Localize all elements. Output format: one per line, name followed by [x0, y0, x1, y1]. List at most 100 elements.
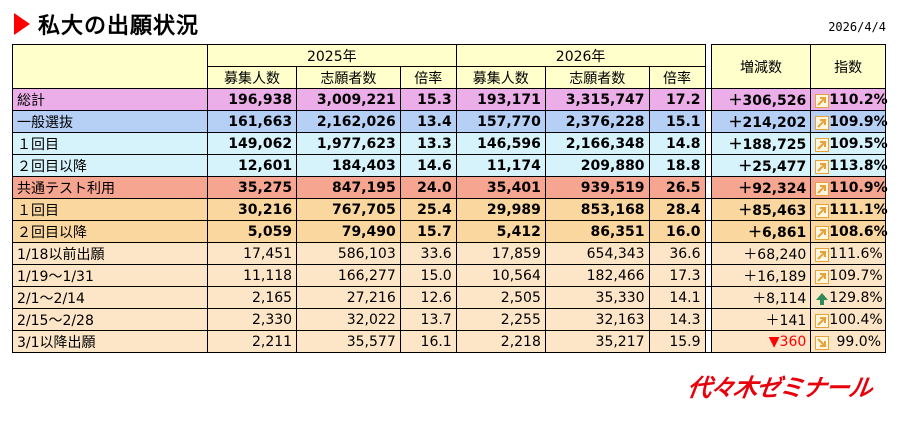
diff-value: ▼360: [710, 330, 812, 353]
value-2026: 11,174: [455, 154, 546, 177]
diff-header: 増減数: [710, 44, 812, 89]
value-2026: 15.1: [648, 110, 706, 133]
title-area: 私大の出願状況: [14, 10, 200, 39]
index-value: 100.4%: [829, 311, 883, 328]
col-applicants-2026: 志願者数: [544, 66, 650, 89]
value-2026: 193,171: [455, 88, 546, 111]
value-2025: 15.0: [399, 264, 457, 287]
value-2026: 26.5: [648, 176, 706, 199]
value-2026: 35,330: [544, 286, 650, 309]
gap-cell: [704, 330, 712, 353]
index-cell: 99.0%: [810, 330, 886, 353]
year-2025-header: 2025年: [206, 44, 457, 67]
value-2026: 35,401: [455, 176, 546, 199]
value-2025: 32,022: [296, 308, 401, 331]
index-cell: 113.8%: [810, 154, 888, 177]
diff-value: ＋188,725: [710, 132, 812, 155]
table-row: ２回目以降 12,601 184,403 14.6 11,174 209,880 18.8 ＋…: [12, 154, 888, 177]
col-capacity-2026: 募集人数: [455, 66, 546, 89]
diff-value: ＋214,202: [710, 110, 812, 133]
index-cell: 108.6%: [810, 220, 888, 243]
index-value: 129.8%: [829, 289, 883, 306]
arrow-up-icon: [815, 292, 829, 306]
value-2025: 149,062: [206, 132, 298, 155]
value-2026: 14.3: [648, 308, 706, 331]
table-row: 3/1以降出願 2,211 35,577 16.1 2,218 35,217 15.9 ▼36…: [12, 330, 886, 353]
index-value: 111.1%: [829, 201, 888, 218]
row-label: 一般選抜: [12, 110, 208, 133]
value-2025: 13.7: [399, 308, 457, 331]
value-2025: 24.0: [399, 176, 457, 199]
value-2026: 209,880: [544, 154, 650, 177]
value-2026: 157,770: [455, 110, 546, 133]
value-2026: 35,217: [544, 330, 650, 353]
row-label: 1/18以前出願: [12, 242, 208, 265]
arrow-up-right-icon: [815, 181, 830, 196]
value-2026: 16.0: [648, 220, 706, 243]
value-2026: 14.8: [648, 132, 706, 155]
value-2025: 30,216: [206, 198, 298, 221]
row-label: １回目: [12, 132, 208, 155]
value-2026: 32,163: [544, 308, 650, 331]
corner-cell: [12, 44, 208, 89]
value-2025: 14.6: [399, 154, 457, 177]
index-cell: 110.2%: [810, 88, 888, 111]
index-cell: 129.8%: [810, 286, 886, 309]
value-2025: 35,275: [206, 176, 298, 199]
value-2026: 853,168: [544, 198, 650, 221]
date-label: 2026/4/4: [828, 20, 886, 34]
row-label: 2/15～2/28: [12, 308, 208, 331]
value-2025: 13.4: [399, 110, 457, 133]
diff-value: ＋85,463: [710, 198, 812, 221]
index-value: 111.6%: [829, 245, 883, 262]
value-2026: 2,218: [455, 330, 546, 353]
value-2026: 654,343: [544, 242, 650, 265]
value-2026: 28.4: [648, 198, 706, 221]
table-row: 1/18以前出願 17,451 586,103 33.6 17,859 654,343 36…: [12, 242, 886, 265]
table-row: 一般選抜 161,663 2,162,026 13.4 157,770 2,376,228…: [12, 110, 888, 133]
index-value: 108.6%: [829, 223, 888, 240]
col-capacity-2025: 募集人数: [206, 66, 298, 89]
value-2025: 767,705: [296, 198, 401, 221]
value-2026: 3,315,747: [544, 88, 650, 111]
index-cell: 109.7%: [810, 264, 886, 287]
table-row: 総計 196,938 3,009,221 15.3 193,171 3,315,747 17…: [12, 88, 888, 111]
arrow-down-right-icon: [815, 335, 830, 350]
index-value: 109.7%: [829, 267, 883, 284]
table-row: 共通テスト利用 35,275 847,195 24.0 35,401 939,519 26.…: [12, 176, 888, 199]
diff-value: ＋16,189: [710, 264, 812, 287]
value-2025: 586,103: [296, 242, 401, 265]
arrow-up-right-icon: [815, 269, 830, 284]
row-label: ２回目以降: [12, 154, 208, 177]
value-2025: 35,577: [296, 330, 401, 353]
value-2026: 2,505: [455, 286, 546, 309]
col-ratio-2026: 倍率: [648, 66, 706, 89]
value-2025: 12,601: [206, 154, 298, 177]
diff-value: ＋8,114: [710, 286, 812, 309]
value-2025: 196,938: [206, 88, 298, 111]
arrow-up-right-icon: [815, 203, 830, 218]
value-2026: 14.1: [648, 286, 706, 309]
diff-value: ＋141: [710, 308, 812, 331]
table-row: 1/19～1/31 11,118 166,277 15.0 10,564 182,466 1…: [12, 264, 886, 287]
gap-cell: [704, 44, 712, 89]
index-value: 110.9%: [829, 179, 888, 196]
value-2026: 17.2: [648, 88, 706, 111]
index-cell: 109.9%: [810, 110, 888, 133]
value-2025: 11,118: [206, 264, 298, 287]
applications-table: 2025年 2026年 増減数 指数 募集人数 志願者数 倍率 募集人数 志願者…: [12, 44, 888, 353]
table-row: １回目 30,216 767,705 25.4 29,989 853,168 28.4 ＋85…: [12, 198, 888, 221]
index-header: 指数: [810, 44, 886, 89]
diff-value: ＋6,861: [710, 220, 812, 243]
value-2025: 27,216: [296, 286, 401, 309]
index-value: 110.2%: [829, 91, 888, 108]
diff-value: ＋92,324: [710, 176, 812, 199]
value-2026: 18.8: [648, 154, 706, 177]
value-2025: 12.6: [399, 286, 457, 309]
page-title: 私大の出願状況: [38, 14, 200, 39]
row-label: 共通テスト利用: [12, 176, 208, 199]
arrow-up-right-icon: [815, 225, 830, 240]
index-cell: 109.5%: [810, 132, 888, 155]
row-label: 総計: [12, 88, 208, 111]
value-2026: 182,466: [544, 264, 650, 287]
